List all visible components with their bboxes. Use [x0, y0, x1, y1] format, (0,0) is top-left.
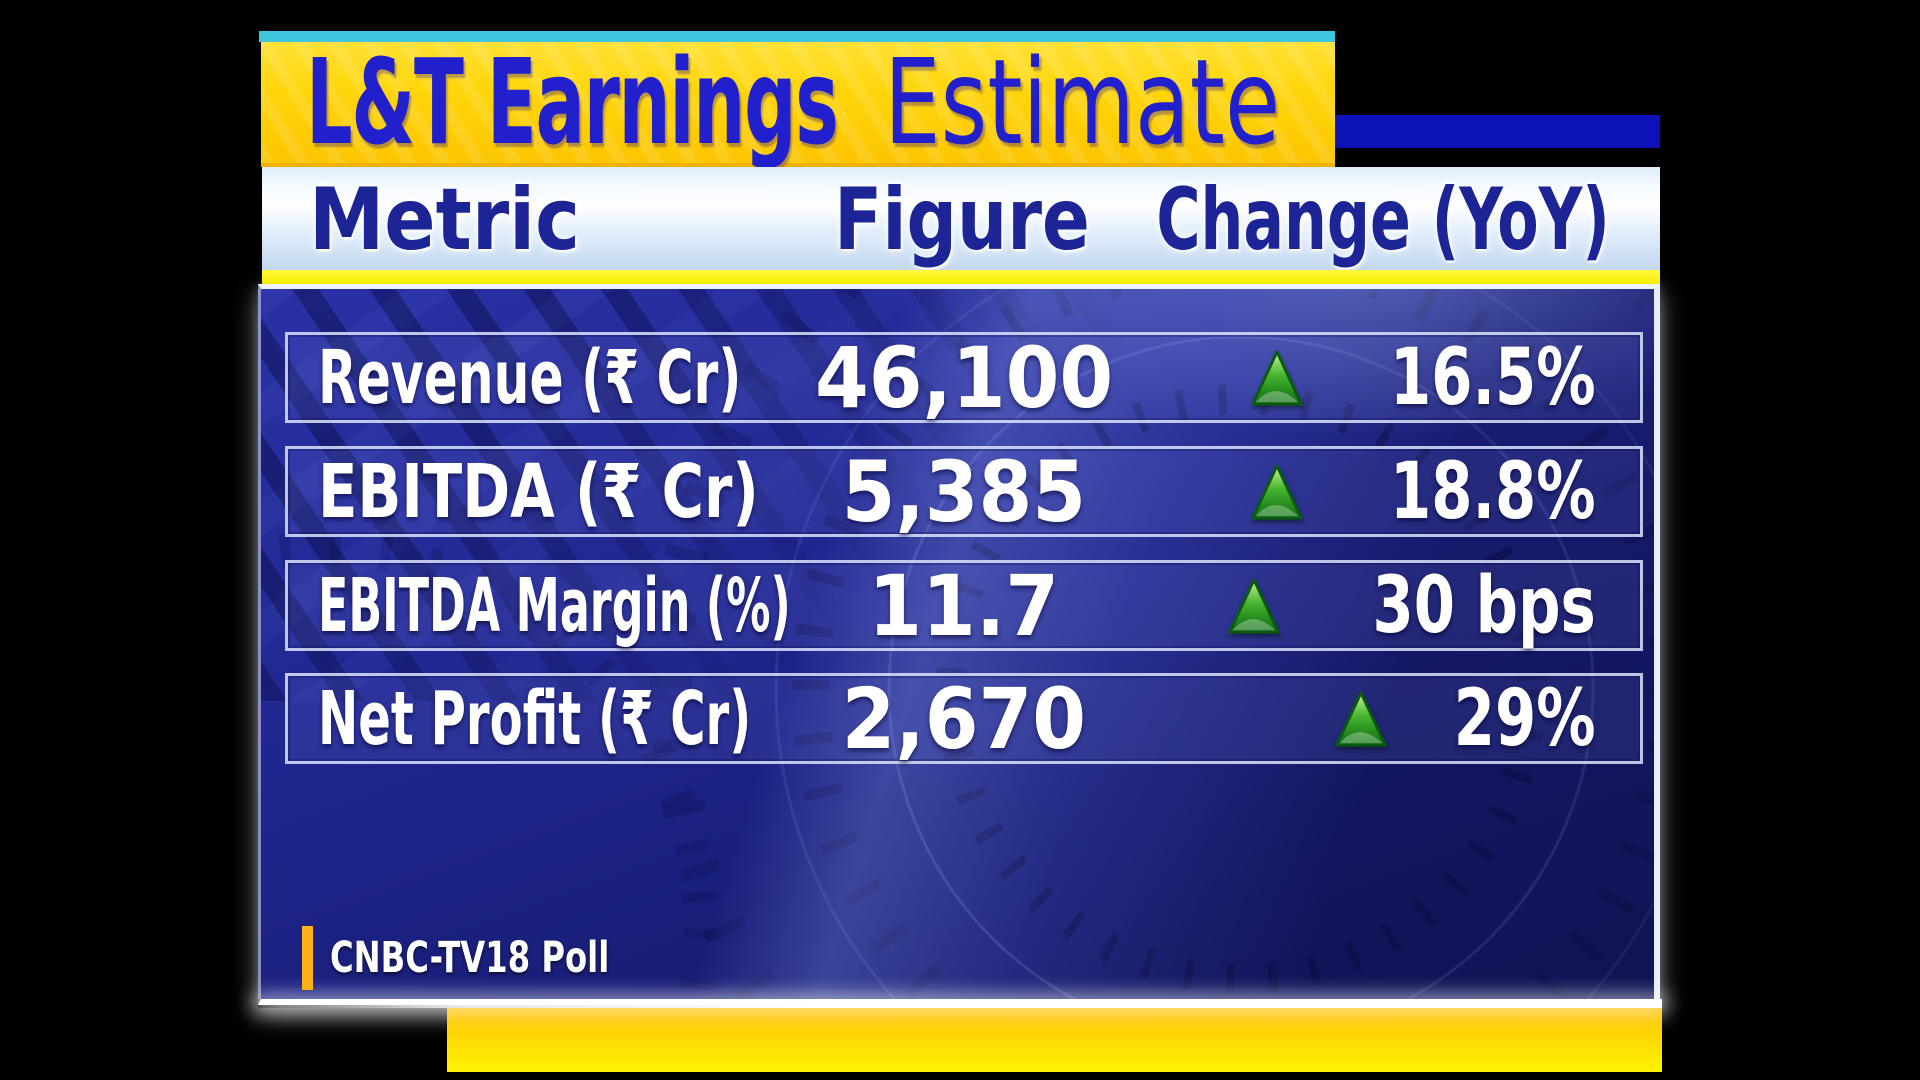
- source-accent-bar: [302, 926, 313, 990]
- metric-cell: Revenue (₹ Cr): [318, 334, 941, 421]
- figure-value: 2,670: [841, 669, 1087, 768]
- figure-cell: 2,670: [288, 670, 1640, 768]
- metric-cell: EBITDA (₹ Cr): [318, 448, 883, 535]
- figure-cell: 46,100: [288, 329, 1640, 427]
- figure-value: 5,385: [841, 442, 1087, 541]
- change-cell: 29%: [288, 673, 1640, 764]
- metric-cell: Net Profit (₹ Cr): [318, 675, 985, 762]
- change-cell: 18.8%: [288, 446, 1640, 537]
- title-banner: L&T Earnings Estimate: [261, 42, 1335, 167]
- title-top-cyan-accent: [259, 31, 1335, 42]
- change-value: 18.8%: [1390, 446, 1596, 537]
- up-triangle-icon: [1228, 577, 1280, 634]
- change-cell: 30 bps: [288, 560, 1640, 651]
- table-row-revenue: Revenue (₹ Cr) 46,100 16.5%: [285, 329, 1643, 427]
- title-highlight: L&T Earnings: [306, 33, 839, 171]
- column-header-figure: Figure: [834, 170, 1090, 270]
- up-triangle-icon: [1335, 690, 1387, 747]
- change-value: 29%: [1454, 673, 1596, 764]
- watermark-pattern: [261, 289, 1654, 999]
- figure-value: 46,100: [814, 328, 1114, 427]
- metric-label: EBITDA (₹ Cr): [318, 448, 759, 535]
- title-secondary: Estimate: [884, 33, 1281, 171]
- table-row-net-profit: Net Profit (₹ Cr) 2,670 29%: [285, 670, 1643, 768]
- up-triangle-icon: [1251, 463, 1304, 520]
- figure-cell: 5,385: [288, 443, 1640, 541]
- column-header-metric: Metric: [309, 170, 580, 270]
- metric-cell: EBITDA Margin (%): [318, 562, 1106, 649]
- bottom-yellow-strip: [447, 1008, 1662, 1072]
- yellow-divider-strip: [262, 270, 1660, 284]
- source-attribution: CNBC-TV18 Poll: [330, 933, 610, 983]
- bottom-glow-line: [258, 999, 1662, 1008]
- change-value: 16.5%: [1390, 332, 1596, 423]
- figure-cell: 11.7: [288, 557, 1640, 655]
- table-column-header: Metric Figure Change (YoY): [262, 167, 1660, 270]
- metric-label: EBITDA Margin (%): [318, 562, 791, 649]
- column-header-change-yoy: Change (YoY): [1156, 170, 1610, 270]
- table-row-ebitda-margin: EBITDA Margin (%) 11.7 30 bps: [285, 557, 1643, 655]
- change-cell: 16.5%: [288, 332, 1640, 423]
- metric-label: Net Profit (₹ Cr): [318, 675, 752, 762]
- metric-label: Revenue (₹ Cr): [318, 334, 742, 421]
- up-triangle-icon: [1251, 349, 1304, 406]
- figure-value: 11.7: [868, 556, 1060, 655]
- table-row-ebitda: EBITDA (₹ Cr) 5,385 18.8%: [285, 443, 1643, 541]
- change-value: 30 bps: [1372, 560, 1596, 651]
